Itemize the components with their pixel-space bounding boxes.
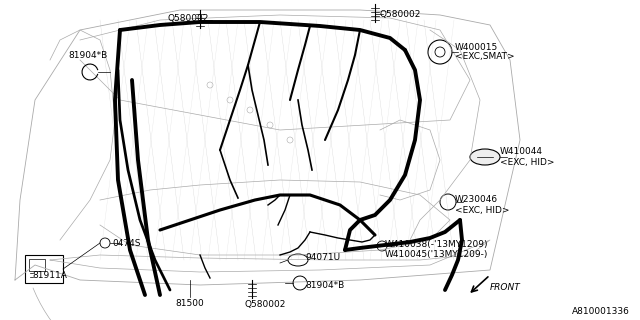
- Text: <EXC,SMAT>: <EXC,SMAT>: [455, 52, 515, 61]
- Bar: [25, 255, 63, 283]
- Text: Q580002: Q580002: [380, 10, 421, 19]
- Text: W410044: W410044: [500, 148, 543, 156]
- Bar: [29, 259, 45, 271]
- Text: Q580002: Q580002: [244, 300, 285, 308]
- Text: 81500: 81500: [175, 300, 204, 308]
- Text: Q580002: Q580002: [168, 13, 209, 22]
- Text: 94071U: 94071U: [305, 253, 340, 262]
- Text: 81904*B: 81904*B: [68, 51, 108, 60]
- Ellipse shape: [470, 149, 500, 165]
- Text: A810001336: A810001336: [572, 308, 630, 316]
- Text: W230046: W230046: [455, 196, 498, 204]
- Text: W400015: W400015: [455, 43, 499, 52]
- Text: 81904*B: 81904*B: [305, 281, 344, 290]
- Text: 0474S: 0474S: [112, 238, 141, 247]
- Text: W410045('13MY1209-): W410045('13MY1209-): [385, 251, 488, 260]
- Text: <EXC, HID>: <EXC, HID>: [500, 157, 554, 166]
- Text: FRONT: FRONT: [490, 284, 521, 292]
- Text: <EXC, HID>: <EXC, HID>: [455, 205, 509, 214]
- Text: W410038(-'13MY1209): W410038(-'13MY1209): [385, 241, 488, 250]
- Text: 81911A: 81911A: [32, 270, 67, 279]
